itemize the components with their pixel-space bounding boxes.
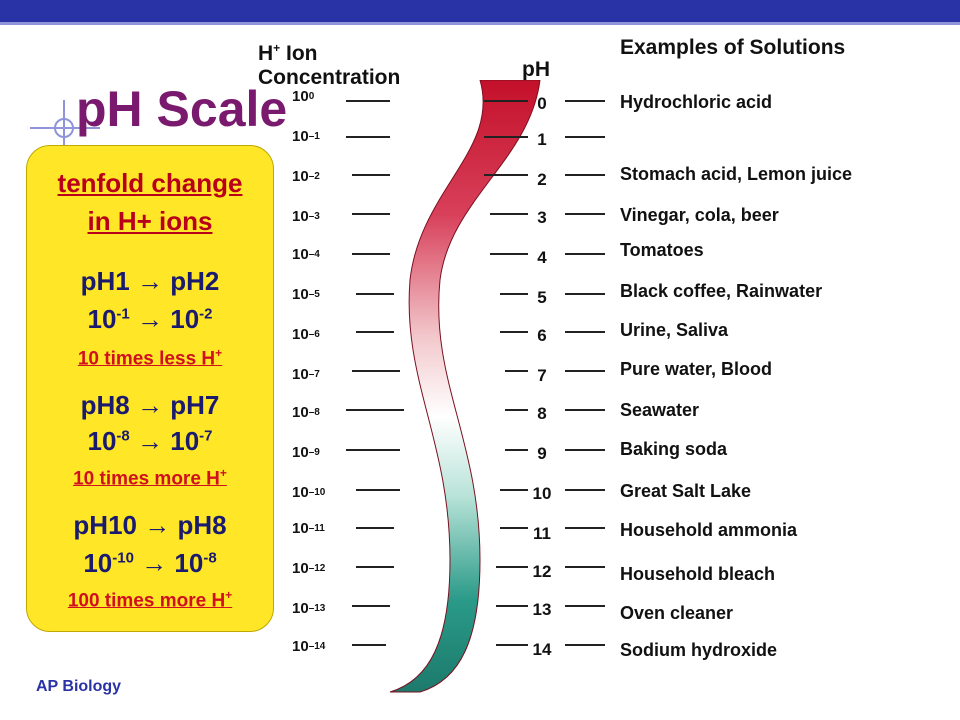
- exponent-label: 10–13: [292, 600, 326, 617]
- ph-value: 0: [537, 94, 547, 113]
- exponent-label: 10–8: [292, 404, 320, 421]
- exponent-label: 100: [292, 88, 315, 105]
- ph-value: 13: [532, 600, 552, 619]
- example-solution: Urine, Saliva: [620, 320, 729, 340]
- example-solution: Oven cleaner: [620, 603, 734, 623]
- ph-value: 1: [537, 130, 547, 149]
- example-solution: Hydrochloric acid: [620, 92, 773, 112]
- ion-concentration-header: H+ Ion Concentration: [258, 41, 401, 89]
- example-solution: Tomatoes: [620, 240, 704, 260]
- ph-transition: pH8 → pH7: [80, 390, 220, 420]
- change-note: 100 times more H+: [67, 588, 233, 612]
- exponent-label: 10–3: [292, 208, 320, 225]
- example-solution: Household ammonia: [620, 520, 798, 540]
- exponent-label: 10–9: [292, 444, 320, 461]
- slide-title: pH Scale: [76, 81, 288, 137]
- ph-value: 14: [532, 640, 552, 659]
- exponent-label: 10–1: [292, 128, 320, 145]
- ph-value: 7: [537, 366, 547, 385]
- example-solution: Sodium hydroxide: [620, 640, 778, 660]
- examples-header: Examples of Solutions: [620, 36, 846, 59]
- callout-heading-line1: tenfold change: [57, 168, 243, 198]
- example-solution: Household bleach: [620, 564, 776, 584]
- exponent-label: 10–12: [292, 560, 326, 577]
- footer-label: AP Biology: [36, 678, 122, 695]
- ph-header: pH: [522, 58, 550, 81]
- ph-color-ribbon: [389, 80, 541, 693]
- ph-transition: pH10 → pH8: [73, 510, 227, 540]
- ph-value: 5: [537, 288, 547, 307]
- tenfold-change-callout: tenfold change in H+ ions pH1 → pH2 10-1…: [26, 145, 274, 632]
- example-solution: Seawater: [620, 400, 700, 420]
- example-solution: Pure water, Blood: [620, 359, 773, 379]
- exponent-label: 10–7: [292, 366, 320, 383]
- exponent-label: 10–11: [292, 520, 325, 537]
- exponent-label: 10–14: [292, 638, 326, 655]
- crosshair-decoration: [30, 100, 100, 150]
- exponent-label: 10–6: [292, 326, 320, 343]
- exponent-label: 10–5: [292, 286, 320, 303]
- example-solution: Great Salt Lake: [620, 481, 752, 501]
- example-solution: Vinegar, cola, beer: [620, 205, 779, 225]
- ph-value: 11: [533, 524, 551, 543]
- exponent-label: 10–4: [292, 246, 320, 263]
- concentration-transition: 10-8 → 10-7: [87, 426, 213, 456]
- ph-transition: pH1 → pH2: [80, 266, 220, 296]
- top-bar: [0, 0, 960, 22]
- ph-value: 8: [537, 404, 547, 423]
- change-note: 10 times more H+: [73, 466, 227, 490]
- concentration-transition: 10-1 → 10-2: [87, 304, 213, 334]
- example-solution: Baking soda: [620, 439, 728, 459]
- callout-heading-line2: in H+ ions: [87, 206, 213, 236]
- change-note: 10 times less H+: [77, 346, 223, 370]
- ph-value: 6: [537, 326, 547, 345]
- exponent-label: 10–2: [292, 168, 320, 185]
- example-solution: Stomach acid, Lemon juice: [620, 164, 853, 184]
- ph-value: 10: [532, 484, 552, 503]
- ph-value: 2: [537, 170, 547, 189]
- ph-value: 3: [537, 208, 547, 227]
- ph-value: 12: [532, 562, 552, 581]
- ph-value: 9: [537, 444, 547, 463]
- exponent-label: 10–10: [292, 484, 326, 501]
- concentration-transition: 10-10 → 10-8: [83, 548, 217, 578]
- ph-value: 4: [537, 248, 547, 267]
- top-bar-stripe: [0, 22, 960, 25]
- example-solution: Black coffee, Rainwater: [620, 281, 823, 301]
